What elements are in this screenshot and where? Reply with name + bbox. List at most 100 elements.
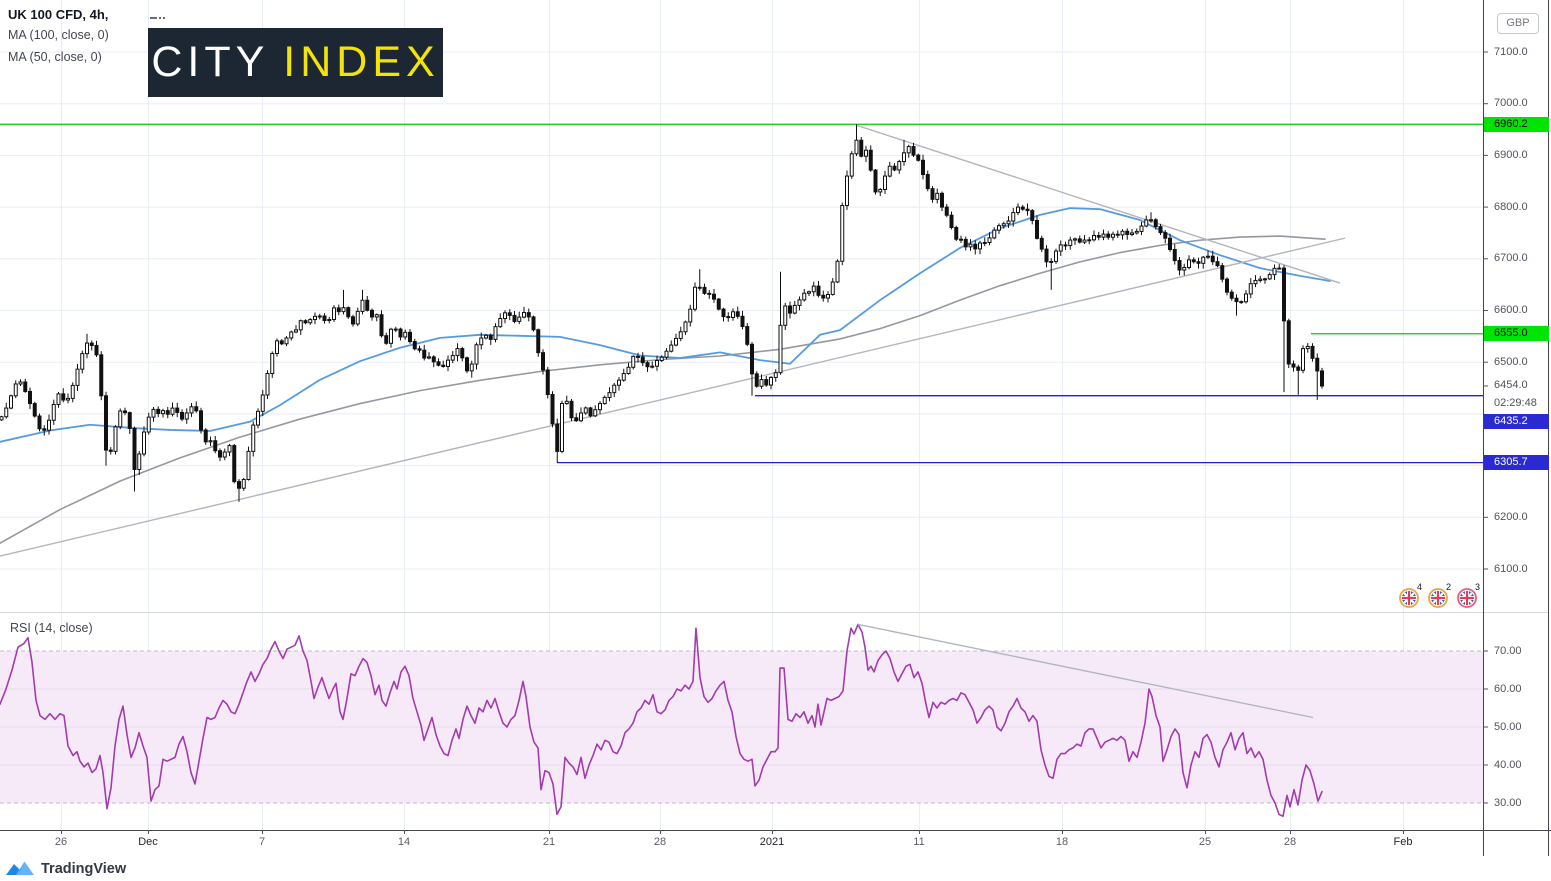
ma100-legend[interactable]: MA (100, close, 0) xyxy=(8,28,109,42)
candle-body xyxy=(564,400,569,405)
candle-body xyxy=(1172,248,1177,262)
candle-body xyxy=(398,328,403,338)
price-level-label: 6960.2 xyxy=(1484,116,1549,132)
candle-body xyxy=(251,424,256,452)
candle-body xyxy=(1286,320,1291,365)
candle-body xyxy=(1282,267,1286,322)
candle-body xyxy=(222,451,227,458)
candle-body xyxy=(1096,235,1101,238)
candle-body xyxy=(849,153,854,177)
candle-body xyxy=(32,403,37,417)
candle-body xyxy=(37,415,42,430)
candle-body xyxy=(389,328,393,344)
candle-body xyxy=(488,334,493,340)
candle-body xyxy=(355,310,360,325)
candle-body xyxy=(132,427,137,470)
event-flags: 4 2 3 xyxy=(1398,582,1480,609)
candle-body xyxy=(1248,283,1253,295)
rsi-tick-label: 70.00 xyxy=(1494,644,1522,657)
footer: TradingView xyxy=(0,856,1551,881)
candle-body xyxy=(868,149,873,171)
candle-body xyxy=(427,356,431,359)
price-tick-label: 6600.0 xyxy=(1494,304,1528,316)
candle-body xyxy=(631,355,636,368)
candle-body xyxy=(683,321,688,333)
candle-body xyxy=(650,365,655,368)
candle-body xyxy=(75,368,80,386)
candle-body xyxy=(617,379,621,386)
candle-body xyxy=(1001,223,1006,227)
candle-body xyxy=(237,481,241,489)
candle-body xyxy=(0,416,4,421)
candle-body xyxy=(1020,206,1025,210)
candle-body xyxy=(612,384,617,394)
price-axis[interactable]: 7100.0 7000.0 6960.2 6900.0 6800.0 6700.0 6600… xyxy=(1483,0,1551,856)
candle-body xyxy=(51,403,56,421)
time-tick-label: 18 xyxy=(1055,836,1069,848)
price-level-label: 6555.0 xyxy=(1484,326,1549,342)
tradingview-logo-icon[interactable] xyxy=(5,859,35,878)
candle-body xyxy=(327,319,332,322)
candle-body xyxy=(821,294,826,299)
candle-body xyxy=(864,149,868,157)
currency-badge[interactable]: GBP xyxy=(1497,13,1539,34)
time-tick-label: Dec xyxy=(138,836,158,848)
candle-body xyxy=(94,344,99,356)
city-index-logo: CITY INDEX xyxy=(148,28,443,97)
candle-body xyxy=(279,340,284,345)
time-tick-label: Feb xyxy=(1393,836,1413,848)
tradingview-brand-text[interactable]: TradingView xyxy=(41,860,127,877)
candle-body xyxy=(336,307,341,313)
candle-body xyxy=(997,225,1001,231)
candle-body xyxy=(944,206,949,216)
candle-body xyxy=(1220,265,1225,280)
rsi-indicator-label[interactable]: RSI (14, close) xyxy=(10,621,93,635)
uk-event-flag[interactable]: 2 xyxy=(1427,582,1451,609)
candle-body xyxy=(436,361,441,366)
candle-body xyxy=(678,331,683,339)
candle-body xyxy=(621,373,626,381)
symbol-title[interactable]: UK 100 CFD, 4h, xyxy=(8,7,109,22)
candle-body xyxy=(1092,235,1096,241)
candle-body xyxy=(227,445,232,453)
candle-body xyxy=(66,397,70,401)
candle-body xyxy=(892,165,897,171)
candle-body xyxy=(602,396,607,405)
candle-body xyxy=(289,331,294,339)
time-tick-label: 2021 xyxy=(759,836,785,848)
candle-body xyxy=(992,229,997,239)
candle-body xyxy=(1225,278,1229,293)
candle-body xyxy=(541,352,545,371)
candle-body xyxy=(265,373,270,396)
ma50-legend[interactable]: MA (50, close, 0) xyxy=(8,50,102,64)
candle-body xyxy=(474,344,479,365)
candle-body xyxy=(332,307,336,321)
uk-event-flag[interactable]: 3 xyxy=(1456,582,1480,609)
candle-body xyxy=(408,331,412,343)
event-count-badge: 3 xyxy=(1474,582,1480,592)
candle-body xyxy=(963,238,968,248)
candle-body xyxy=(1077,238,1082,243)
candle-body xyxy=(807,291,811,294)
candle-body xyxy=(1187,259,1191,268)
uk-event-flag[interactable]: 4 xyxy=(1398,582,1422,609)
candle-body xyxy=(184,412,189,420)
candle-body xyxy=(1253,279,1258,285)
time-tick-label: 28 xyxy=(1283,836,1297,848)
legend-collapsed-marker[interactable] xyxy=(150,17,165,19)
candle-body xyxy=(959,238,963,241)
candle-body xyxy=(925,174,930,190)
candle-body xyxy=(4,407,9,418)
time-axis[interactable]: 26 Dec 7 14 21 28 2021 11 18 25 28 Feb xyxy=(0,830,1551,856)
candle-body xyxy=(593,409,598,417)
candle-body xyxy=(1130,232,1134,235)
candle-body xyxy=(745,326,750,345)
rsi-tick-label: 50.00 xyxy=(1494,720,1522,733)
candle-body xyxy=(973,243,978,250)
candle-body xyxy=(1258,278,1263,281)
candle-body xyxy=(783,305,788,326)
candle-body xyxy=(1049,260,1054,263)
candle-body xyxy=(940,192,944,208)
candle-body xyxy=(759,379,764,387)
